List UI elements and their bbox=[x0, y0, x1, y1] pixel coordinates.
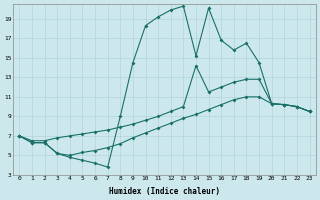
X-axis label: Humidex (Indice chaleur): Humidex (Indice chaleur) bbox=[109, 187, 220, 196]
